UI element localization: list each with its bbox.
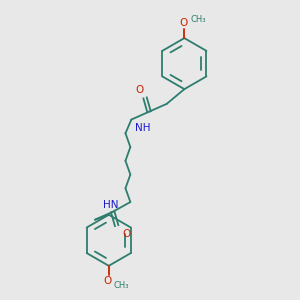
Text: O: O bbox=[104, 276, 112, 286]
Text: O: O bbox=[179, 18, 188, 28]
Text: CH₃: CH₃ bbox=[190, 15, 206, 24]
Text: CH₃: CH₃ bbox=[114, 280, 129, 290]
Text: HN: HN bbox=[103, 200, 118, 210]
Text: O: O bbox=[135, 85, 143, 95]
Text: O: O bbox=[122, 229, 131, 238]
Text: NH: NH bbox=[135, 124, 151, 134]
